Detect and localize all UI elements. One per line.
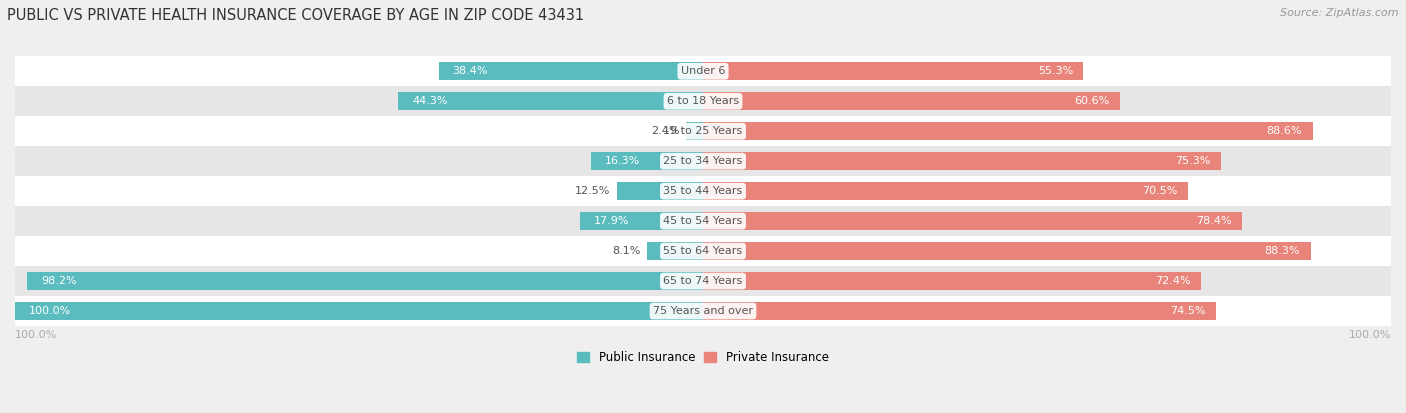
Bar [703, 212, 1243, 230]
Text: 38.4%: 38.4% [453, 66, 488, 76]
Text: 100.0%: 100.0% [1348, 330, 1391, 339]
Text: 100.0%: 100.0% [15, 330, 58, 339]
Text: 88.3%: 88.3% [1264, 246, 1301, 256]
Text: 74.5%: 74.5% [1170, 306, 1205, 316]
Bar [703, 62, 1084, 80]
Bar [15, 236, 1391, 266]
Bar [439, 62, 703, 80]
Bar [15, 86, 1391, 116]
Text: 16.3%: 16.3% [605, 156, 640, 166]
Bar [579, 212, 703, 230]
Bar [703, 242, 1310, 260]
Bar [15, 302, 703, 320]
Text: 55.3%: 55.3% [1038, 66, 1073, 76]
Bar [703, 182, 1188, 200]
Legend: Public Insurance, Private Insurance: Public Insurance, Private Insurance [572, 346, 834, 369]
Bar [15, 116, 1391, 146]
Text: 78.4%: 78.4% [1197, 216, 1232, 226]
Text: Source: ZipAtlas.com: Source: ZipAtlas.com [1281, 8, 1399, 18]
Text: 17.9%: 17.9% [593, 216, 628, 226]
Bar [15, 146, 1391, 176]
Bar [15, 176, 1391, 206]
Text: 19 to 25 Years: 19 to 25 Years [664, 126, 742, 136]
Text: PUBLIC VS PRIVATE HEALTH INSURANCE COVERAGE BY AGE IN ZIP CODE 43431: PUBLIC VS PRIVATE HEALTH INSURANCE COVER… [7, 8, 583, 23]
Text: 72.4%: 72.4% [1156, 276, 1191, 286]
Text: 35 to 44 Years: 35 to 44 Years [664, 186, 742, 196]
Bar [703, 152, 1220, 170]
Bar [15, 206, 1391, 236]
Text: 70.5%: 70.5% [1142, 186, 1178, 196]
Text: 44.3%: 44.3% [412, 96, 447, 106]
Text: 98.2%: 98.2% [41, 276, 77, 286]
Text: 100.0%: 100.0% [28, 306, 72, 316]
Bar [27, 272, 703, 290]
Text: Under 6: Under 6 [681, 66, 725, 76]
Bar [703, 92, 1121, 110]
Text: 45 to 54 Years: 45 to 54 Years [664, 216, 742, 226]
Bar [647, 242, 703, 260]
Text: 75.3%: 75.3% [1175, 156, 1211, 166]
Text: 65 to 74 Years: 65 to 74 Years [664, 276, 742, 286]
Bar [15, 266, 1391, 296]
Text: 25 to 34 Years: 25 to 34 Years [664, 156, 742, 166]
Bar [15, 296, 1391, 326]
Text: 55 to 64 Years: 55 to 64 Years [664, 246, 742, 256]
Bar [703, 122, 1313, 140]
Bar [617, 182, 703, 200]
Text: 88.6%: 88.6% [1267, 126, 1302, 136]
Bar [398, 92, 703, 110]
Text: 6 to 18 Years: 6 to 18 Years [666, 96, 740, 106]
Bar [15, 56, 1391, 86]
Text: 60.6%: 60.6% [1074, 96, 1109, 106]
Text: 2.4%: 2.4% [651, 126, 679, 136]
Text: 12.5%: 12.5% [575, 186, 610, 196]
Bar [686, 122, 703, 140]
Bar [591, 152, 703, 170]
Bar [703, 302, 1216, 320]
Bar [703, 272, 1201, 290]
Text: 8.1%: 8.1% [612, 246, 640, 256]
Text: 75 Years and over: 75 Years and over [652, 306, 754, 316]
